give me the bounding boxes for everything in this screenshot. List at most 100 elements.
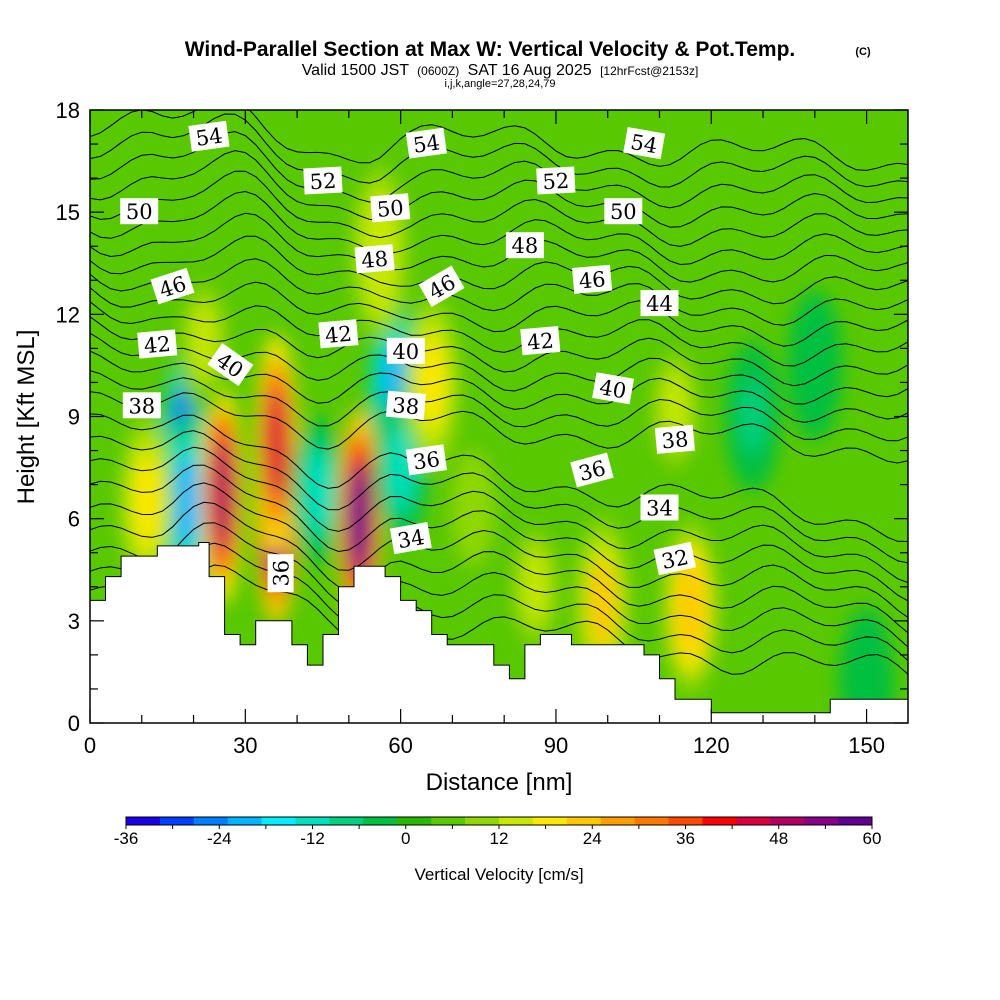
contour-label-text: 54 bbox=[194, 123, 224, 150]
contour-label: 50 bbox=[370, 193, 411, 223]
chart-subtitle: Valid 1500 JST (0600Z) SAT 16 Aug 2025 [… bbox=[302, 62, 699, 79]
theta-contour-line bbox=[90, 413, 908, 542]
x-tick-label: 0 bbox=[84, 733, 96, 758]
colorbar-swatch bbox=[261, 817, 297, 825]
y-axis: 0 36 9 12 15 18 bbox=[56, 98, 908, 736]
theta-contour-line bbox=[90, 110, 908, 171]
colorbar-tick-label: 24 bbox=[583, 829, 602, 848]
theta-contour-line bbox=[90, 446, 908, 584]
x-tick-label: 90 bbox=[544, 733, 568, 758]
colorbar-swatch bbox=[431, 817, 466, 825]
y-tick-label: 12 bbox=[56, 302, 80, 327]
contour-label: 50 bbox=[120, 198, 159, 225]
theta-contour-line bbox=[90, 212, 908, 283]
colorbar-tick-label: 0 bbox=[401, 829, 410, 848]
colorbar-swatch bbox=[329, 817, 364, 825]
colorbar-swatch bbox=[193, 817, 229, 825]
copyright-mark: (C) bbox=[855, 46, 871, 58]
velocity-cell bbox=[507, 511, 563, 662]
contour-label: 48 bbox=[354, 244, 395, 274]
colorbar-swatch bbox=[227, 817, 263, 825]
y-tick-label: 9 bbox=[68, 405, 80, 430]
colorbar-swatch bbox=[770, 817, 805, 825]
colorbar-swatch bbox=[295, 817, 330, 825]
y-tick-label: 15 bbox=[56, 200, 80, 225]
contour-label-text: 40 bbox=[598, 375, 628, 403]
contour-label: 38 bbox=[122, 392, 161, 419]
contour-label-text: 42 bbox=[324, 322, 353, 348]
contour-label: 34 bbox=[389, 522, 432, 555]
velocity-cell bbox=[119, 414, 175, 590]
contour-label: 40 bbox=[386, 337, 425, 364]
contour-label-text: 38 bbox=[391, 393, 420, 419]
contour-label: 54 bbox=[188, 120, 230, 152]
contour-label-text: 36 bbox=[412, 447, 442, 474]
grid-indices: i,j,k,angle=27,28,24,79 bbox=[444, 78, 555, 90]
velocity-cell bbox=[255, 333, 298, 554]
theta-contour-line bbox=[90, 113, 908, 188]
chart-title: Wind-Parallel Section at Max W: Vertical… bbox=[185, 38, 796, 61]
colorbar-swatch bbox=[634, 817, 670, 825]
contour-label-text: 34 bbox=[396, 525, 426, 553]
y-tick-label: 18 bbox=[56, 98, 80, 123]
contour-label-text: 40 bbox=[392, 340, 419, 364]
contour-label: 34 bbox=[640, 494, 679, 521]
colorbar: -36 -24 -12 0 12 24 36 48 60 bbox=[114, 816, 881, 848]
theta-contour-line bbox=[90, 316, 908, 387]
colorbar-label: Vertical Velocity [cm/s] bbox=[414, 865, 583, 884]
contour-label-text: 36 bbox=[270, 560, 294, 587]
contour-label: 46 bbox=[572, 264, 613, 294]
velocity-cell bbox=[647, 334, 703, 485]
colorbar-swatch bbox=[465, 817, 500, 825]
contour-label-text: 42 bbox=[143, 332, 172, 358]
theta-contour-line bbox=[90, 430, 908, 564]
colorbar-swatch bbox=[838, 817, 873, 825]
theta-contour-line bbox=[90, 150, 908, 228]
x-tick-label: 150 bbox=[848, 733, 885, 758]
velocity-cell bbox=[787, 290, 843, 441]
contour-label-text: 42 bbox=[526, 328, 555, 354]
theta-contour-line bbox=[90, 522, 908, 648]
velocity-cell bbox=[445, 433, 501, 584]
theta-contour-line bbox=[90, 370, 908, 442]
terrain bbox=[90, 542, 908, 723]
theta-contour-line bbox=[90, 564, 908, 675]
x-axis-label: Distance [nm] bbox=[426, 769, 573, 796]
theta-contour-line bbox=[90, 301, 908, 367]
colorbar-swatch bbox=[363, 817, 398, 825]
theta-contour-line bbox=[90, 235, 908, 305]
contour-label: 54 bbox=[623, 127, 666, 160]
theta-contour-line bbox=[90, 464, 908, 602]
valid-time-utc: (0600Z) bbox=[417, 64, 459, 78]
contour-label-text: 48 bbox=[512, 234, 539, 258]
y-tick-label: 0 bbox=[68, 711, 80, 736]
x-tick-label: 60 bbox=[388, 733, 412, 758]
contour-label: 46 bbox=[150, 267, 195, 305]
contour-label: 42 bbox=[137, 329, 178, 359]
colorbar-swatch bbox=[600, 817, 636, 825]
colorbar-tick-label: -24 bbox=[207, 829, 232, 848]
x-tick-label: 30 bbox=[233, 733, 257, 758]
contour-label: 38 bbox=[654, 424, 695, 454]
velocity-cell bbox=[290, 416, 346, 567]
chart-header: Wind-Parallel Section at Max W: Vertical… bbox=[185, 38, 871, 90]
theta-contour-line bbox=[90, 542, 908, 662]
velocity-cell bbox=[725, 341, 781, 492]
contour-label: 52 bbox=[536, 166, 576, 195]
theta-contour-line bbox=[90, 190, 908, 266]
contour-label-text: 44 bbox=[646, 292, 673, 316]
colorbar-swatch bbox=[126, 817, 161, 825]
x-tick-label: 120 bbox=[693, 733, 730, 758]
x-axis: 0 30 60 90 120 150 bbox=[84, 110, 885, 758]
y-tick-label: 6 bbox=[68, 507, 80, 532]
colorbar-swatch bbox=[566, 817, 602, 825]
valid-time: Valid 1500 JST bbox=[302, 62, 410, 79]
colorbar-swatch bbox=[804, 817, 839, 825]
contour-label-text: 34 bbox=[646, 497, 673, 521]
contour-label: 38 bbox=[385, 390, 426, 420]
theta-contour-line bbox=[90, 391, 908, 464]
contour-label-text: 54 bbox=[412, 130, 442, 157]
